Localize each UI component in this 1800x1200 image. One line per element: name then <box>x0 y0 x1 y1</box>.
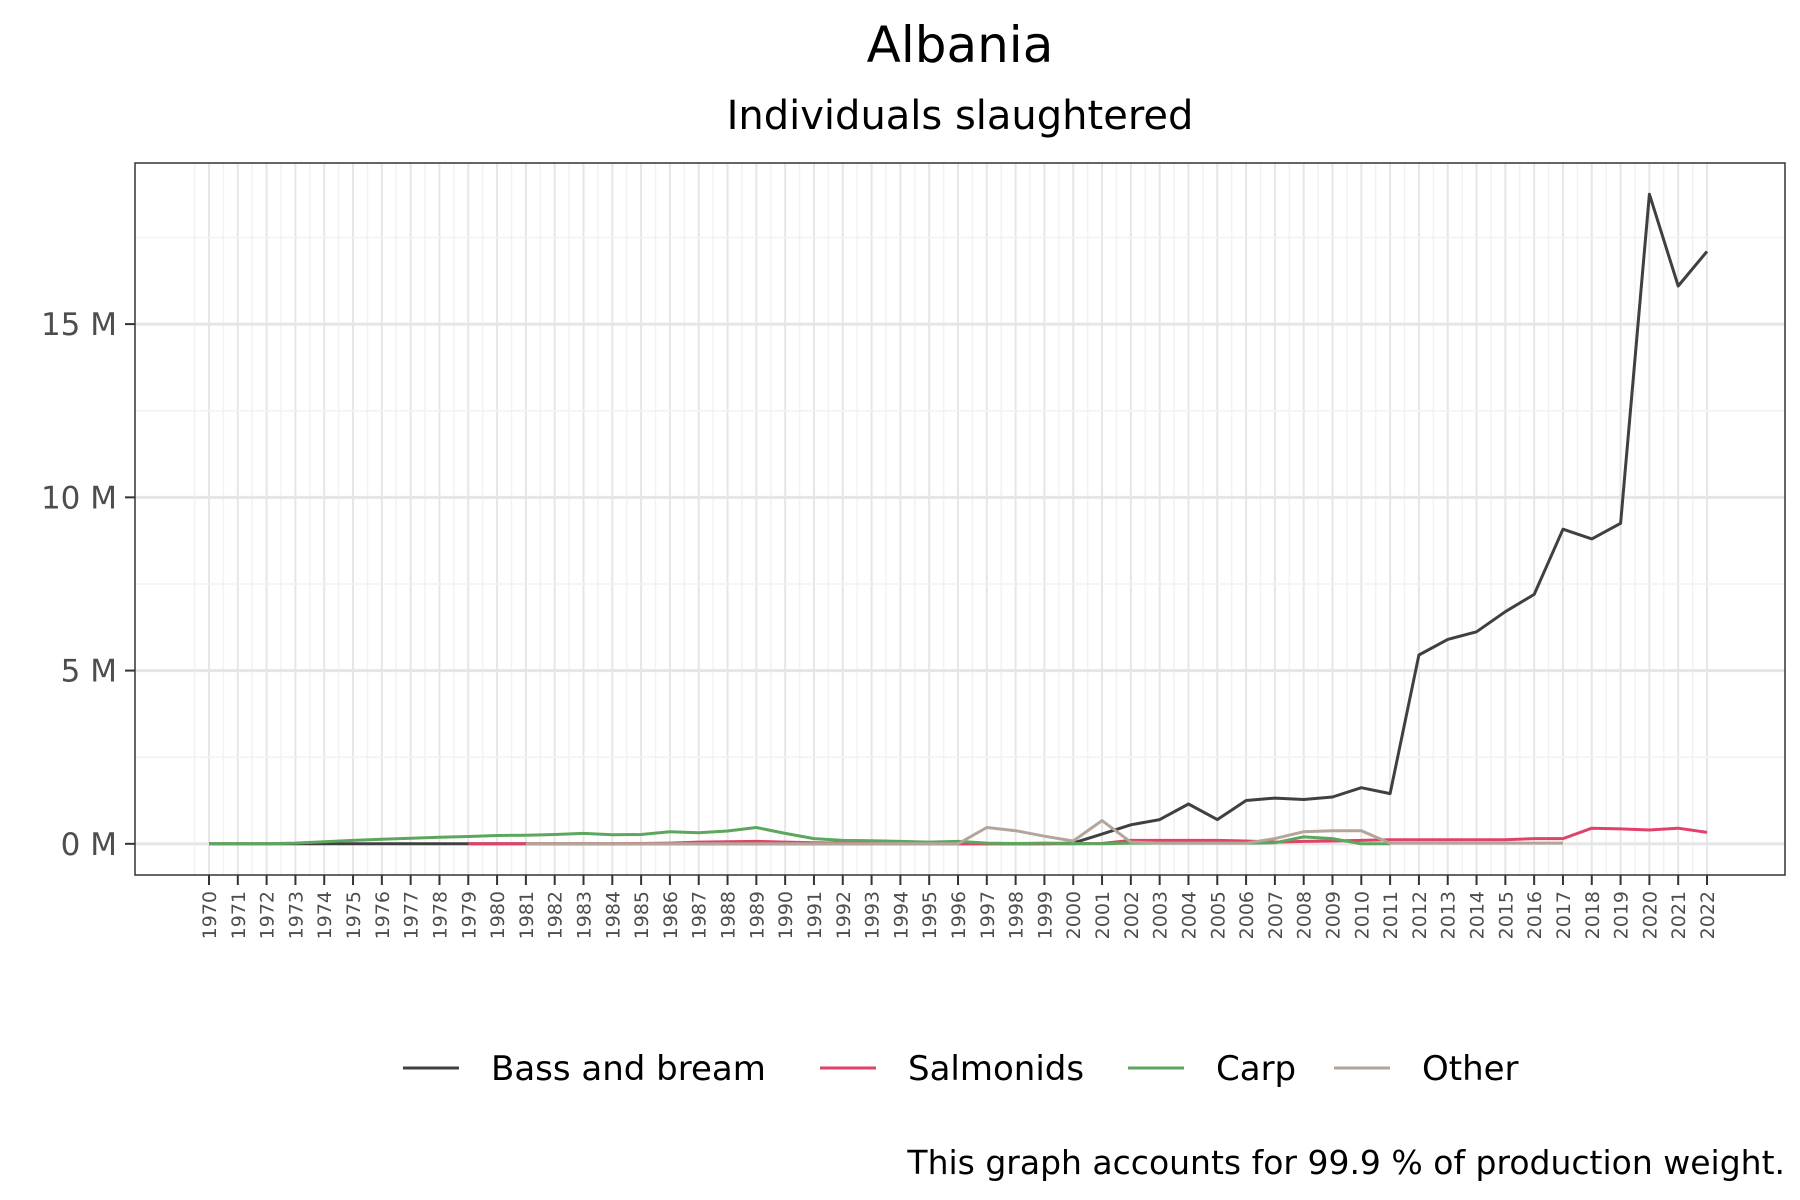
x-tick-label: 1993 <box>862 891 884 939</box>
x-tick-label: 2009 <box>1323 891 1345 939</box>
x-tick-label: 2021 <box>1668 891 1690 939</box>
x-tick-label: 2000 <box>1063 891 1085 939</box>
x-tick-label: 1998 <box>1006 891 1028 939</box>
x-tick-label: 1994 <box>890 891 912 939</box>
x-tick-label: 2015 <box>1495 891 1517 939</box>
x-tick-label: 1987 <box>689 891 711 939</box>
x-tick-label: 1990 <box>775 891 797 939</box>
x-tick-label: 1999 <box>1034 891 1056 939</box>
y-axis: 0 M 5 M 10 M 15 M <box>41 307 135 863</box>
x-tick-label: 2016 <box>1524 891 1546 939</box>
legend-item-carp: Carp <box>1128 1049 1296 1089</box>
y-tick-label: 5 M <box>61 654 117 690</box>
legend-label: Other <box>1422 1049 1519 1089</box>
x-tick-label: 1996 <box>948 891 970 939</box>
chart-subtitle: Individuals slaughtered <box>727 93 1194 139</box>
legend-item-other: Other <box>1334 1049 1519 1089</box>
plot-border <box>134 162 1786 876</box>
x-tick-label: 1982 <box>545 891 567 939</box>
x-tick-label: 1983 <box>574 891 596 939</box>
x-tick-label: 2008 <box>1294 891 1316 939</box>
x-tick-label: 2003 <box>1150 891 1172 939</box>
x-tick-label: 2018 <box>1582 891 1604 939</box>
legend-label: Salmonids <box>908 1049 1084 1089</box>
x-tick-label: 1973 <box>285 891 307 939</box>
legend-item-salmonids: Salmonids <box>820 1049 1084 1089</box>
grid <box>135 163 1785 875</box>
legend: Bass and bream Salmonids Carp Other <box>403 1049 1519 1089</box>
x-tick-label: 1985 <box>631 891 653 939</box>
legend-label: Carp <box>1216 1049 1296 1089</box>
x-tick-label: 1974 <box>314 891 336 939</box>
x-tick-label: 2022 <box>1697 891 1719 939</box>
legend-label: Bass and bream <box>491 1049 766 1089</box>
x-tick-label: 1997 <box>977 891 999 939</box>
x-tick-label: 1977 <box>401 891 423 939</box>
x-tick-label: 1980 <box>487 891 509 939</box>
x-axis: 1970 1971 1972 1973 1974 1975 1976 1977 1978 1979… <box>199 875 1719 939</box>
x-tick-label: 1979 <box>458 891 480 939</box>
x-tick-label: 1978 <box>429 891 451 939</box>
x-tick-label: 1988 <box>718 891 740 939</box>
x-tick-label: 2017 <box>1553 891 1575 939</box>
y-tick-label: 10 M <box>41 480 117 516</box>
series-line-other <box>525 819 1563 846</box>
x-tick-label: 1970 <box>199 891 221 939</box>
x-tick-label: 1976 <box>372 891 394 939</box>
x-tick-label: 2019 <box>1611 891 1633 939</box>
legend-item-bass-and-bream: Bass and bream <box>403 1049 766 1089</box>
x-tick-label: 1992 <box>833 891 855 939</box>
x-tick-label: 2006 <box>1236 891 1258 939</box>
x-tick-label: 2013 <box>1438 891 1460 939</box>
x-tick-label: 1971 <box>228 891 250 939</box>
x-tick-label: 1991 <box>804 891 826 939</box>
y-tick-label: 15 M <box>41 307 117 343</box>
chart-title: Albania <box>867 16 1054 74</box>
x-tick-label: 1995 <box>919 891 941 939</box>
x-tick-label: 2004 <box>1178 891 1200 939</box>
x-tick-label: 1984 <box>602 891 624 939</box>
x-tick-label: 2005 <box>1207 891 1229 939</box>
x-tick-label: 2010 <box>1351 891 1373 939</box>
x-tick-label: 2002 <box>1121 891 1143 939</box>
x-tick-label: 2020 <box>1639 891 1661 939</box>
x-tick-label: 2007 <box>1265 891 1287 939</box>
x-tick-label: 1986 <box>660 891 682 939</box>
x-tick-label: 2014 <box>1467 891 1489 939</box>
x-tick-label: 2001 <box>1092 891 1114 939</box>
x-tick-label: 2012 <box>1409 891 1431 939</box>
series-lines <box>209 192 1709 846</box>
x-tick-label: 1975 <box>343 891 365 939</box>
x-tick-label: 1972 <box>257 891 279 939</box>
x-tick-label: 1989 <box>746 891 768 939</box>
x-tick-label: 2011 <box>1380 891 1402 939</box>
x-tick-label: 1981 <box>516 891 538 939</box>
chart-caption: This graph accounts for 99.9 % of produc… <box>906 1143 1785 1182</box>
y-tick-label: 0 M <box>61 827 117 863</box>
